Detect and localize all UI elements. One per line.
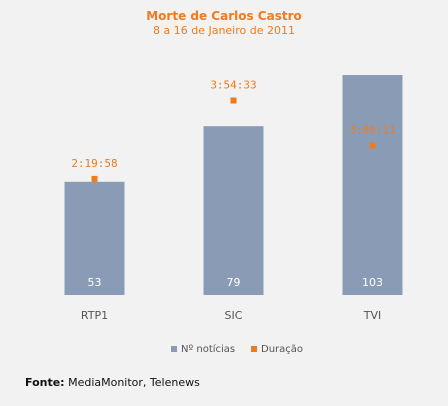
x-tick-label: SIC <box>225 309 243 322</box>
bar-rtp1 <box>64 181 125 295</box>
x-tick-label: TVI <box>363 309 382 322</box>
chart-subtitle: 8 a 16 de Janeiro de 2011 <box>152 24 295 37</box>
duration-value-label: 3:54:33 <box>210 79 256 92</box>
bar-value-label: 53 <box>88 276 102 289</box>
legend-label-noticias: Nº notícias <box>181 343 235 355</box>
source-label: Fonte: <box>25 376 65 389</box>
legend-swatch-duracao <box>251 346 257 352</box>
chart-title: Morte de Carlos Castro <box>146 9 302 23</box>
duration-point <box>230 97 237 104</box>
bar-tvi <box>342 75 403 295</box>
duration-value-label: 2:19:58 <box>71 157 117 170</box>
source-note: Fonte: MediaMonitor, Telenews <box>25 376 200 389</box>
bar-sic <box>203 126 264 295</box>
source-text: MediaMonitor, Telenews <box>68 376 200 389</box>
bar-value-label: 103 <box>362 276 383 289</box>
bar-value-label: 79 <box>227 276 241 289</box>
x-tick-label: RTP1 <box>81 309 108 322</box>
duration-value-label: 3:00:11 <box>349 124 395 137</box>
duration-point <box>369 142 376 149</box>
legend-label-duracao: Duração <box>261 344 303 355</box>
duration-point <box>91 175 98 182</box>
legend-swatch-noticias <box>171 346 177 352</box>
